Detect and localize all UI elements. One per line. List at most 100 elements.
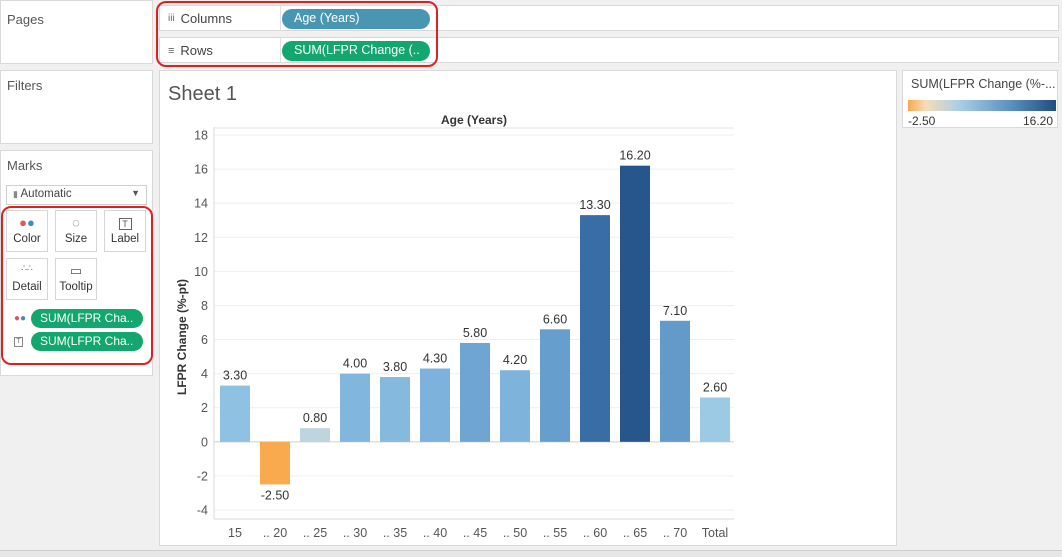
color-button-label: Color: [13, 233, 41, 245]
filters-title: Filters: [7, 78, 43, 93]
x-tick-label: .. 50: [503, 526, 527, 540]
label-mark-icon: T: [14, 337, 23, 347]
bar-data-label: 4.20: [503, 353, 527, 367]
color-field-pill[interactable]: SUM(LFPR Cha..: [31, 309, 143, 328]
x-tick-label: .. 45: [463, 526, 487, 540]
bar-10: [620, 165, 650, 442]
columns-shelf[interactable]: iii Columns Age (Years): [159, 5, 1059, 31]
marks-pane: Marks ▮ Automatic ▼ ●● Color ◌ Size T La…: [0, 150, 153, 376]
tooltip-button[interactable]: ▭ Tooltip: [55, 258, 97, 300]
label-button[interactable]: T Label: [104, 210, 146, 252]
bar-data-label: 2.60: [703, 381, 727, 395]
tooltip-button-label: Tooltip: [59, 281, 93, 293]
color-button[interactable]: ●● Color: [6, 210, 48, 252]
y-tick-label: 2: [201, 401, 208, 415]
bar-data-label: 16.20: [619, 149, 650, 163]
color-dots-icon: ●●: [19, 215, 35, 230]
bar-chart: Age (Years) -4 -2 0 2 4 6 8 10 12 14 16 18 LFPR Chang…: [175, 113, 734, 540]
legend-title: SUM(LFPR Change (%-...: [911, 77, 1056, 91]
bar-chart-icon: ▮: [13, 189, 18, 199]
x-tick-label: .. 40: [423, 526, 447, 540]
x-tick-label: .. 20: [263, 526, 287, 540]
legend-min-value: -2.50: [908, 114, 936, 128]
y-tick-label: 4: [201, 367, 208, 381]
pages-title: Pages: [7, 12, 44, 27]
y-tick-label: 10: [194, 265, 208, 279]
columns-shelf-label: iii Columns: [168, 11, 232, 26]
y-axis-title: LFPR Change (%-pt): [175, 279, 189, 395]
size-icon: ◌: [72, 215, 80, 230]
tooltip-speech-icon: ▭: [69, 263, 83, 278]
bar-data-label: -2.50: [261, 488, 290, 502]
filters-pane[interactable]: Filters: [0, 70, 153, 144]
label-field-pill[interactable]: SUM(LFPR Cha..: [31, 332, 143, 351]
bar-1: [260, 441, 290, 485]
x-tick-label: Total: [702, 526, 728, 540]
color-legend[interactable]: SUM(LFPR Change (%-... -2.50 16.20: [902, 70, 1058, 128]
bar-data-label: 3.30: [223, 369, 247, 383]
sheet-tab-bar: [0, 550, 1062, 557]
bar-8: [540, 329, 570, 442]
y-tick-label: -2: [197, 469, 208, 483]
bar-data-label: 13.30: [579, 198, 610, 212]
bar-0: [220, 385, 250, 442]
bar-7: [500, 370, 530, 442]
chart-header-title: Age (Years): [441, 113, 507, 127]
x-tick-label: .. 30: [343, 526, 367, 540]
x-tick-label: .. 65: [623, 526, 647, 540]
shelf-divider: [280, 38, 281, 62]
y-tick-label: -4: [197, 504, 208, 518]
rows-icon: ≡: [168, 44, 175, 57]
y-tick-label: 12: [194, 231, 208, 245]
legend-max-value: 16.20: [1022, 114, 1053, 128]
rows-shelf[interactable]: ≡ Rows SUM(LFPR Change (..: [159, 37, 1059, 63]
marks-title: Marks: [7, 158, 43, 173]
shelf-divider: [280, 6, 281, 30]
bar-data-label: 4.30: [423, 352, 447, 366]
bar-data-label: 6.60: [543, 312, 567, 326]
label-button-label: Label: [110, 233, 140, 245]
y-tick-label: 18: [194, 129, 208, 143]
detail-dots-icon: ∴∴: [21, 263, 33, 273]
x-tick-label: .. 70: [663, 526, 687, 540]
y-tick-label: 0: [201, 435, 208, 449]
lfpr-change-pill[interactable]: SUM(LFPR Change (..: [282, 41, 430, 61]
bar-12: [700, 397, 730, 442]
bar-6: [460, 342, 490, 442]
y-tick-label: 16: [194, 163, 208, 177]
bar-data-label: 3.80: [383, 360, 407, 374]
mark-type-select[interactable]: ▮ Automatic ▼: [6, 185, 147, 205]
columns-icon: iii: [168, 13, 175, 24]
x-tick-label: 15: [228, 526, 242, 540]
bar-3: [340, 373, 370, 442]
bar-data-label: 7.10: [663, 304, 687, 318]
size-button[interactable]: ◌ Size: [55, 210, 97, 252]
worksheet: Sheet 1 Age (Years) -4 -2 0 2 4 6 8 10 12 14 16 18 LF…: [159, 70, 897, 546]
bar-data-label: 5.80: [463, 326, 487, 340]
y-tick-label: 8: [201, 299, 208, 313]
bar-data-label: 0.80: [303, 411, 327, 425]
bar-2: [300, 428, 330, 442]
columns-label-text: Columns: [180, 11, 232, 26]
text-label-icon: T: [105, 211, 145, 233]
bar-9: [580, 215, 610, 442]
bar-4: [380, 377, 410, 442]
rows-label-text: Rows: [180, 43, 213, 58]
age-years-pill[interactable]: Age (Years): [282, 9, 430, 29]
x-tick-label: .. 55: [543, 526, 567, 540]
bar-data-label: 4.00: [343, 357, 367, 371]
size-button-label: Size: [64, 233, 88, 245]
mark-type-value: Automatic: [20, 188, 72, 200]
sheet-title: Sheet 1: [168, 83, 237, 105]
chevron-down-icon: ▼: [131, 188, 140, 198]
pages-pane[interactable]: Pages: [0, 0, 153, 64]
legend-gradient: [908, 100, 1056, 111]
detail-button[interactable]: ∴∴ Detail: [6, 258, 48, 300]
x-tick-label: .. 25: [303, 526, 327, 540]
bar-11: [660, 320, 690, 442]
bar-5: [420, 368, 450, 442]
color-mark-icon: ●●: [14, 313, 27, 324]
detail-button-label: Detail: [12, 281, 42, 293]
y-tick-label: 14: [194, 197, 208, 211]
x-tick-label: .. 60: [583, 526, 607, 540]
